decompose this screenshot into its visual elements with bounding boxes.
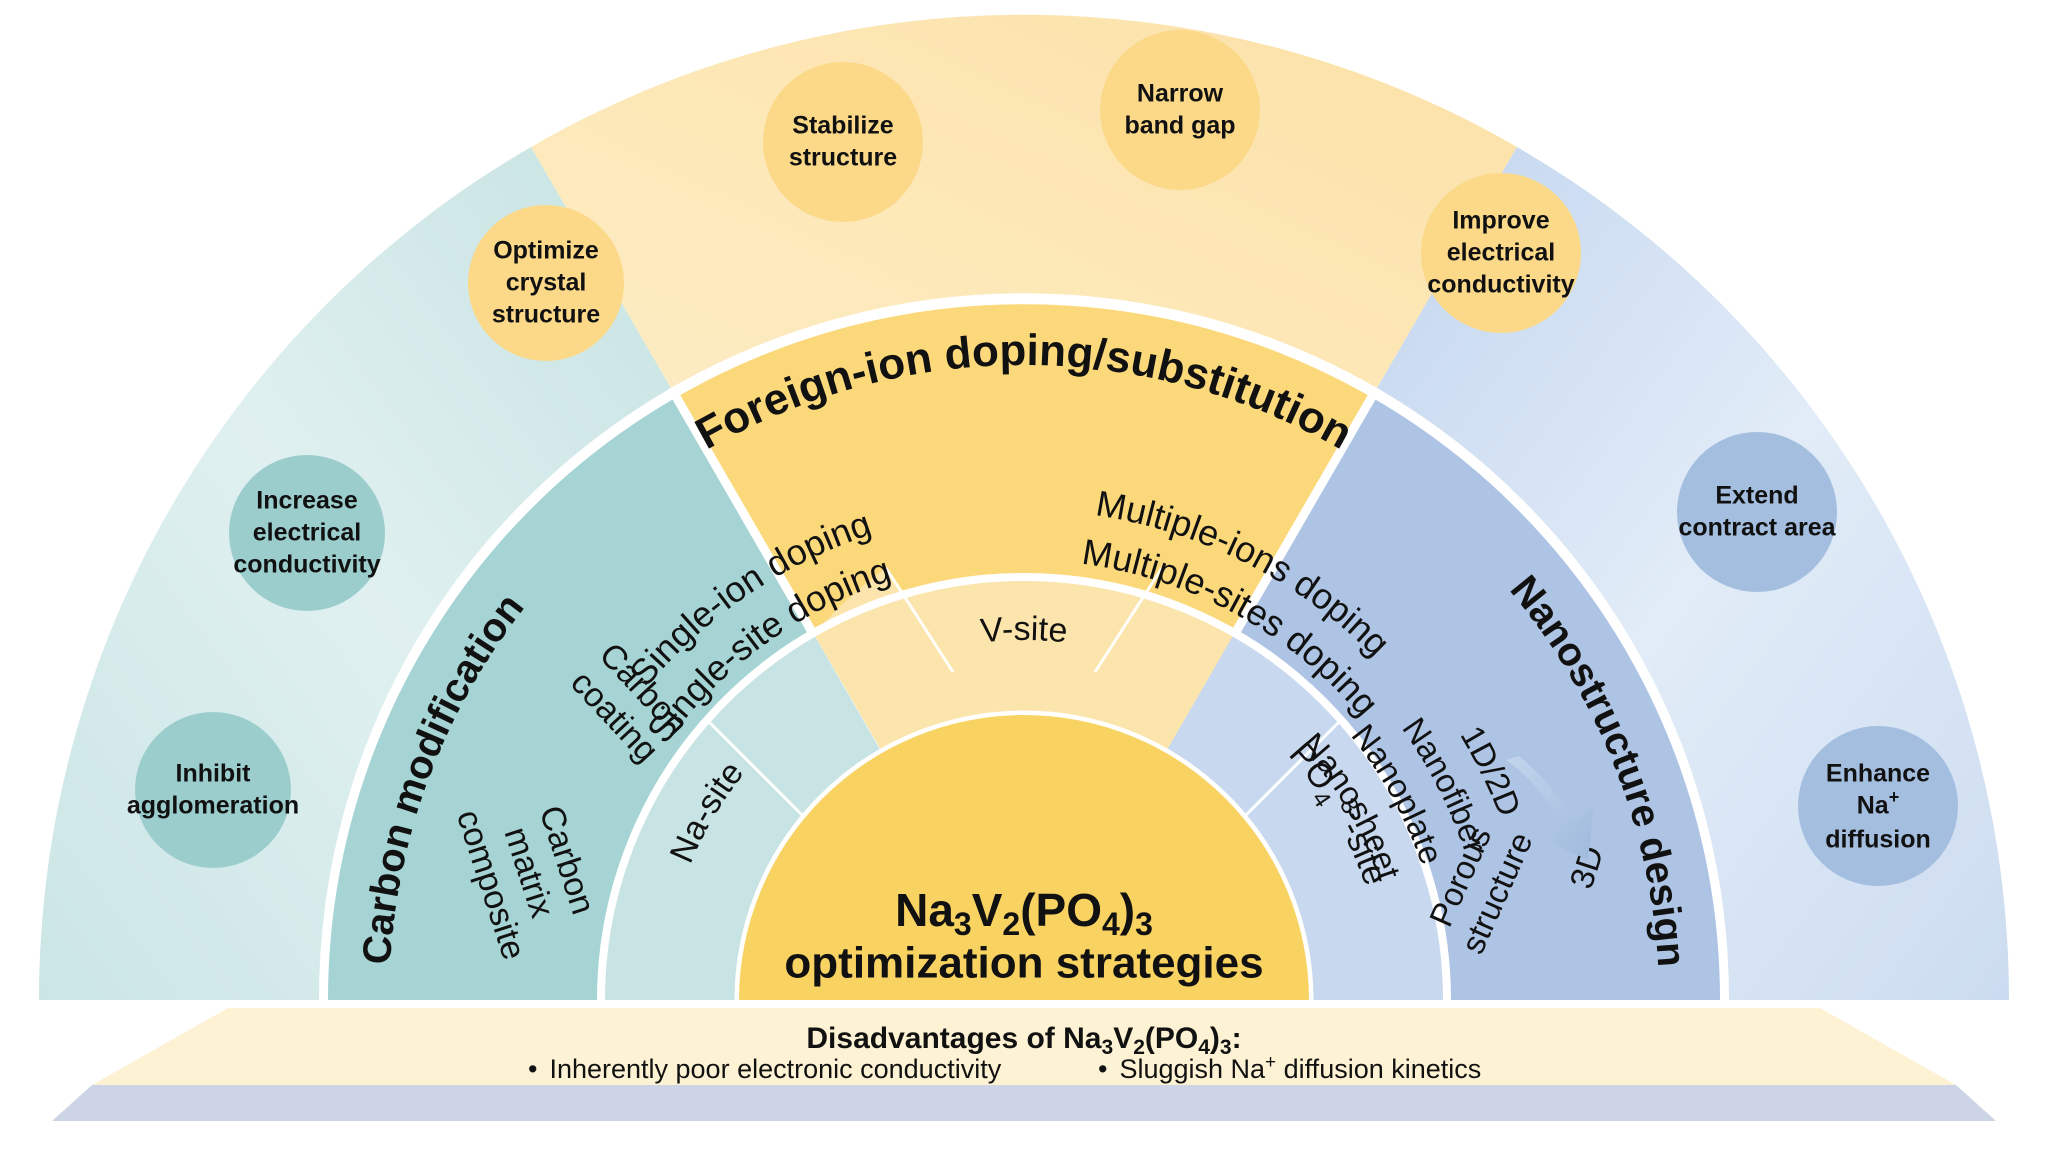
- bubble-enhance-na-diffusion[interactable]: Enhance Na+ diffusion: [1798, 726, 1958, 886]
- banner-body: [92, 1008, 1956, 1085]
- bubble-line-2: band gap: [1124, 112, 1235, 140]
- center-semicircle[interactable]: [739, 715, 1309, 1000]
- banner-title: Disadvantages of Na3V2(PO4)3:: [806, 1022, 1241, 1059]
- banner-title-prefix: Disadvantages of: [806, 1022, 1063, 1055]
- title-ring: [323, 299, 1725, 1000]
- bubble-line-2: structure: [789, 144, 897, 172]
- bubble-line-2: electrical: [253, 519, 361, 547]
- wedge-nanostructure-design[interactable]: [1234, 393, 1725, 1000]
- site-label-v: V-site: [979, 610, 1069, 650]
- bubble-line-3: diffusion: [1825, 826, 1931, 854]
- bubble-line-2: agglomeration: [127, 792, 299, 820]
- bubble-line-1: Enhance: [1826, 760, 1930, 788]
- banner-shadow: [52, 1085, 1996, 1121]
- bubble-increase-conductivity[interactable]: Increase electrical conductivity: [229, 455, 385, 611]
- bubble-inhibit-agglomeration[interactable]: Inhibit agglomeration: [127, 712, 299, 868]
- bubble-narrow-band-gap[interactable]: Narrow band gap: [1100, 30, 1260, 190]
- bubble-stabilize-structure[interactable]: Stabilize structure: [763, 62, 923, 222]
- bubble-line-1: Extend: [1715, 482, 1798, 510]
- nano-children-band: [1164, 634, 1447, 1000]
- bullet-glyph-2: •: [1098, 1054, 1107, 1084]
- wedge-dividers: [667, 385, 1381, 640]
- wedge-carbon-modification[interactable]: [323, 393, 814, 1000]
- bottom-banner: Disadvantages of Na3V2(PO4)3: • Inherentl…: [52, 1008, 1996, 1121]
- bubble-line-1: Narrow: [1137, 80, 1224, 108]
- site-annulus: [814, 578, 1234, 755]
- sub-ring-dividers: [705, 718, 1343, 820]
- bubble-line-1: Optimize: [493, 237, 599, 265]
- bubble-line-1: Improve: [1452, 207, 1549, 235]
- bubble-line-2: contract area: [1678, 514, 1836, 542]
- banner-bullet-1: • Inherently poor electronic conductivity: [528, 1054, 1002, 1084]
- nano-arrow-icon: [1506, 756, 1594, 860]
- bubble-optimize-crystal-structure[interactable]: Optimize crystal structure: [468, 205, 624, 361]
- bubble-line-1: Increase: [256, 487, 358, 515]
- site-dividers: [884, 567, 1164, 673]
- bubble-line-2: electrical: [1447, 239, 1555, 267]
- bubble-line-3: conductivity: [1427, 271, 1574, 299]
- bubble-line-1: Stabilize: [792, 112, 894, 140]
- ring-divider-arc-700: [320, 296, 1728, 1001]
- bubble-line-3: structure: [492, 301, 600, 329]
- wedge-foreign-ion-doping[interactable]: [674, 299, 1374, 634]
- bubble-extend-contract-area[interactable]: Extend contract area: [1677, 432, 1837, 592]
- banner-bullet-2: • Sluggish Na+ diffusion kinetics: [1098, 1052, 1481, 1084]
- bubble-line-1: Inhibit: [176, 760, 252, 788]
- bubble-improve-electrical-conductivity[interactable]: Improve electrical conductivity: [1421, 173, 1581, 333]
- bullet-text-1: Inherently poor electronic conductivity: [549, 1054, 1001, 1084]
- center-formula: Na3V2(PO4)3: [895, 884, 1153, 942]
- subwedge-carbon-matrix-composite[interactable]: [601, 720, 805, 1000]
- center-subtitle: optimization strategies: [784, 939, 1263, 988]
- bubble-line-3: conductivity: [233, 551, 380, 579]
- ring-divider-arc-423: [597, 573, 1451, 1001]
- bullet-glyph-1: •: [528, 1054, 537, 1084]
- bubble-line-2: crystal: [506, 269, 587, 297]
